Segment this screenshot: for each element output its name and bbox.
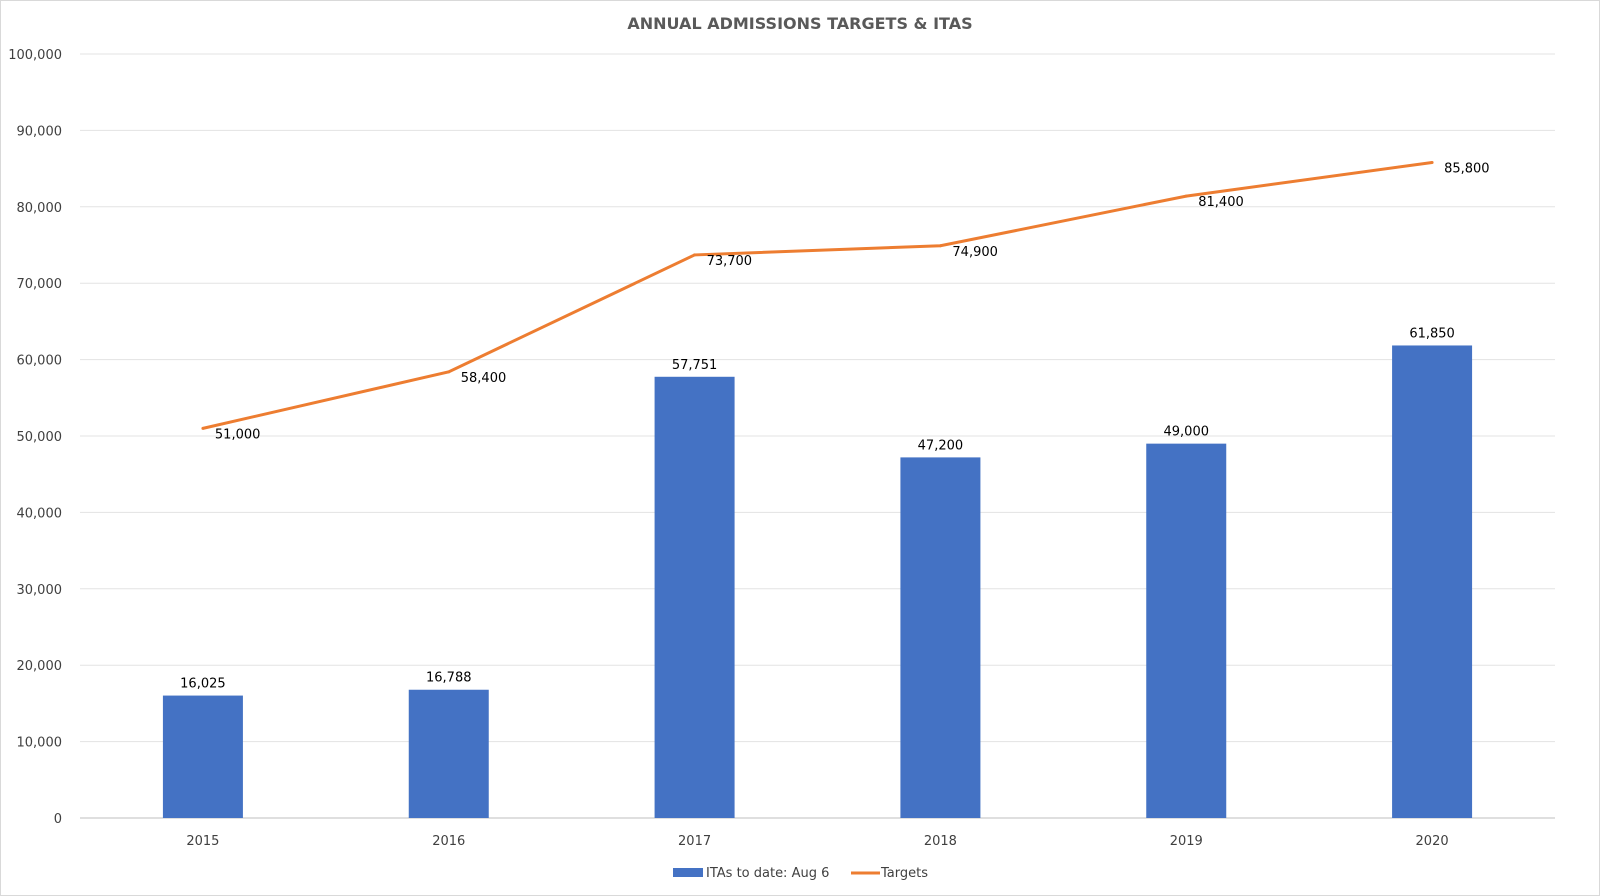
line-targets xyxy=(202,161,1433,430)
bar-itas xyxy=(900,457,981,818)
bar-data-label: 49,000 xyxy=(1164,425,1210,440)
line-data-label: 74,900 xyxy=(952,245,998,260)
line-data-label: 58,400 xyxy=(461,371,507,386)
line-point-targets xyxy=(693,253,697,257)
x-tick-label: 2018 xyxy=(924,834,957,849)
x-tick-label: 2020 xyxy=(1416,834,1449,849)
x-tick-label: 2016 xyxy=(432,834,465,849)
bar-itas xyxy=(1146,443,1227,818)
y-tick-label: 30,000 xyxy=(17,583,63,598)
bar-data-label: 57,751 xyxy=(672,358,718,373)
legend-label-itas: ITAs to date: Aug 6 xyxy=(706,866,829,881)
y-tick-label: 10,000 xyxy=(17,736,63,751)
bar-data-label: 16,025 xyxy=(180,677,226,692)
y-tick-label: 40,000 xyxy=(17,506,63,521)
bar-data-label: 47,200 xyxy=(918,438,964,453)
legend-label-targets: Targets xyxy=(880,866,928,881)
x-tick-label: 2015 xyxy=(186,834,219,849)
line-point-targets xyxy=(447,370,451,374)
line-point-targets xyxy=(1184,194,1188,198)
bar-itas xyxy=(654,376,735,818)
y-tick-label: 70,000 xyxy=(17,277,63,292)
y-tick-label: 50,000 xyxy=(17,430,63,445)
chart-title: ANNUAL ADMISSIONS TARGETS & ITAS xyxy=(627,14,972,33)
legend-swatch-itas xyxy=(673,868,703,877)
line-point-targets xyxy=(1430,160,1434,164)
bar-itas xyxy=(162,695,243,818)
bar-data-label: 16,788 xyxy=(426,671,472,686)
bar-data-label: 61,850 xyxy=(1409,326,1455,341)
line-data-label: 81,400 xyxy=(1198,195,1244,210)
legend: ITAs to date: Aug 6 Targets xyxy=(673,866,928,881)
y-tick-label: 0 xyxy=(54,812,62,827)
y-tick-label: 60,000 xyxy=(17,354,63,369)
y-tick-label: 100,000 xyxy=(8,48,62,63)
line-point-targets xyxy=(201,426,205,430)
y-tick-label: 80,000 xyxy=(17,201,63,216)
line-data-label: 73,700 xyxy=(707,254,753,269)
bar-itas xyxy=(1392,345,1473,818)
y-tick-label: 90,000 xyxy=(17,124,63,139)
bar-itas xyxy=(408,689,489,818)
x-tick-label: 2019 xyxy=(1170,834,1203,849)
y-tick-label: 20,000 xyxy=(17,659,63,674)
line-point-targets xyxy=(938,244,942,248)
x-tick-label: 2017 xyxy=(678,834,711,849)
line-data-label: 85,800 xyxy=(1444,161,1490,176)
line-data-label: 51,000 xyxy=(215,427,261,442)
